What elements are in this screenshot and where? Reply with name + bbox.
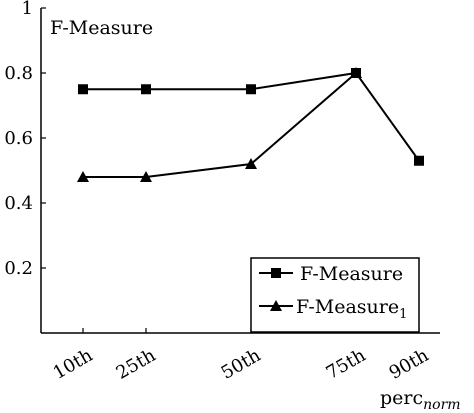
legend-label-series-1: F-Measure [300, 263, 403, 285]
data-point-square [246, 84, 256, 95]
data-point-triangle [140, 171, 152, 182]
data-point-square [141, 84, 151, 95]
data-point-triangle [245, 158, 257, 169]
data-point-triangle [350, 67, 362, 78]
y-tick-label: 0.4 [4, 193, 33, 214]
data-point-square [414, 155, 424, 166]
legend-label-series-2-main: F-Measure [296, 296, 399, 318]
series-group [77, 67, 424, 182]
data-point-triangle [77, 171, 89, 182]
x-tick-label: 90th [386, 345, 433, 384]
data-point-square [78, 84, 88, 95]
x-tick-label: 25th [113, 345, 160, 384]
series-line-2 [83, 72, 357, 178]
y-tick-label: 1 [22, 0, 33, 19]
y-tick-label: 0.2 [4, 258, 33, 279]
x-tick-label: 75th [323, 345, 370, 384]
axes [40, 8, 440, 334]
x-axis-title: percnorm [380, 387, 461, 413]
y-tick-label: 0.8 [4, 63, 33, 84]
y-tick-label: 0.6 [4, 128, 33, 149]
y-axis-title: F-Measure [50, 17, 153, 39]
x-axis-title-sub: norm [423, 397, 460, 413]
legend-marker-triangle [270, 300, 282, 311]
x-axis-title-main: perc [380, 387, 423, 409]
x-tick-label: 10th [50, 345, 97, 384]
legend-label-series-2: F-Measure1 [296, 296, 407, 322]
x-tick-label: 50th [218, 345, 265, 384]
legend: F-Measure F-Measure1 [250, 257, 420, 333]
legend-label-series-2-sub: 1 [399, 307, 407, 322]
legend-marker-square [271, 268, 281, 278]
